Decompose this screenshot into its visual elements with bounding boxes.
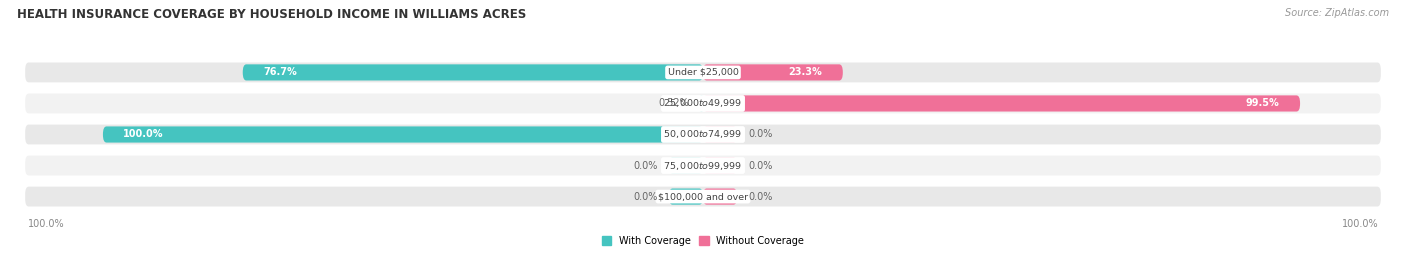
FancyBboxPatch shape	[669, 157, 703, 174]
Text: 99.5%: 99.5%	[1246, 98, 1279, 108]
FancyBboxPatch shape	[703, 126, 737, 143]
Text: 0.0%: 0.0%	[748, 192, 772, 201]
FancyBboxPatch shape	[25, 125, 1381, 144]
FancyBboxPatch shape	[703, 95, 1301, 112]
FancyBboxPatch shape	[699, 95, 703, 112]
Text: $50,000 to $74,999: $50,000 to $74,999	[664, 129, 742, 140]
Text: Source: ZipAtlas.com: Source: ZipAtlas.com	[1285, 8, 1389, 18]
Text: 0.0%: 0.0%	[748, 129, 772, 140]
Text: 76.7%: 76.7%	[263, 68, 297, 77]
FancyBboxPatch shape	[25, 94, 1381, 114]
Text: 100.0%: 100.0%	[124, 129, 165, 140]
Text: 0.52%: 0.52%	[658, 98, 689, 108]
Legend: With Coverage, Without Coverage: With Coverage, Without Coverage	[602, 236, 804, 246]
Text: 23.3%: 23.3%	[789, 68, 823, 77]
FancyBboxPatch shape	[103, 126, 703, 143]
Text: 100.0%: 100.0%	[1341, 219, 1378, 229]
Text: $25,000 to $49,999: $25,000 to $49,999	[664, 97, 742, 109]
FancyBboxPatch shape	[669, 189, 703, 205]
Text: 100.0%: 100.0%	[28, 219, 65, 229]
FancyBboxPatch shape	[25, 62, 1381, 82]
Text: 0.0%: 0.0%	[748, 161, 772, 171]
Text: 0.0%: 0.0%	[634, 161, 658, 171]
FancyBboxPatch shape	[703, 64, 842, 80]
Text: HEALTH INSURANCE COVERAGE BY HOUSEHOLD INCOME IN WILLIAMS ACRES: HEALTH INSURANCE COVERAGE BY HOUSEHOLD I…	[17, 8, 526, 21]
Text: $100,000 and over: $100,000 and over	[658, 192, 748, 201]
FancyBboxPatch shape	[25, 155, 1381, 175]
Text: Under $25,000: Under $25,000	[668, 68, 738, 77]
FancyBboxPatch shape	[25, 187, 1381, 207]
Text: 0.0%: 0.0%	[634, 192, 658, 201]
Text: $75,000 to $99,999: $75,000 to $99,999	[664, 160, 742, 172]
FancyBboxPatch shape	[243, 64, 703, 80]
FancyBboxPatch shape	[703, 189, 737, 205]
FancyBboxPatch shape	[703, 157, 737, 174]
